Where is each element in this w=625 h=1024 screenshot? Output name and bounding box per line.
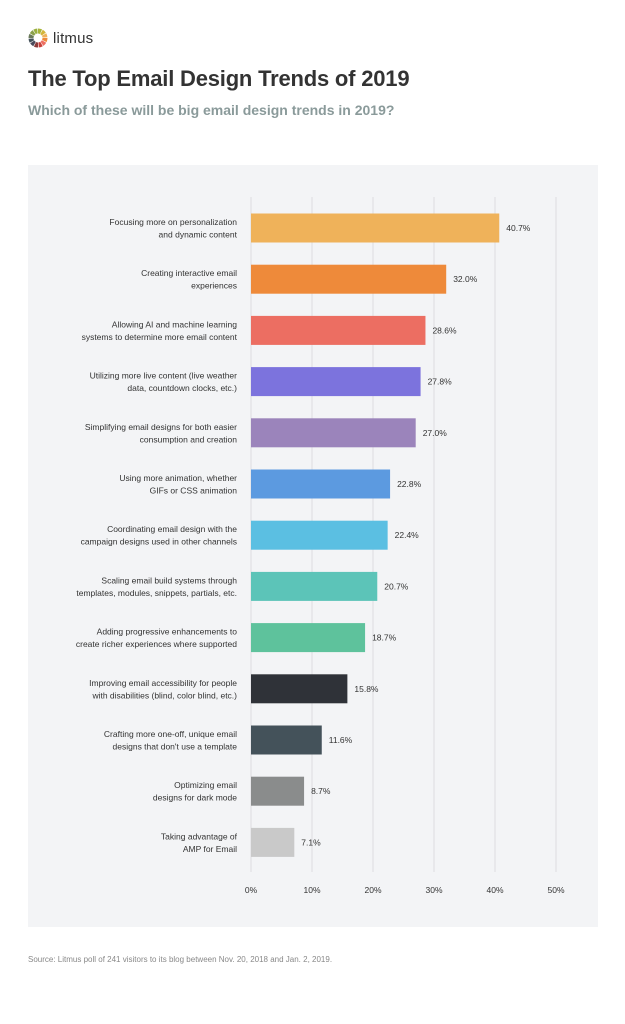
category-label: Simplifying email designs for both easie…	[85, 422, 237, 432]
bar	[251, 469, 391, 499]
value-label: 11.6%	[329, 735, 353, 745]
value-label: 32.0%	[453, 274, 478, 284]
bar	[251, 725, 322, 755]
source-note: Source: Litmus poll of 241 visitors to i…	[28, 955, 333, 964]
category-label: consumption and creation	[140, 434, 238, 444]
value-label: 7.1%	[301, 837, 321, 847]
category-label: designs for dark mode	[153, 793, 237, 803]
bar	[251, 418, 416, 448]
bar	[251, 520, 388, 550]
category-label: Crafting more one-off, unique email	[104, 729, 237, 739]
category-label: campaign designs used in other channels	[81, 537, 237, 547]
bar	[251, 315, 426, 345]
category-label: create richer experiences where supporte…	[76, 639, 237, 649]
logo-segment	[33, 42, 38, 48]
logo-segment	[29, 30, 36, 36]
category-label: Taking advantage of	[161, 831, 238, 841]
value-label: 40.7%	[506, 223, 531, 233]
category-label: data, countdown clocks, etc.)	[127, 383, 237, 393]
category-label: Creating interactive email	[141, 268, 237, 278]
bar	[251, 571, 378, 601]
value-label: 27.8%	[428, 377, 453, 387]
bar	[251, 367, 421, 397]
x-tick-label: 50%	[547, 885, 564, 895]
logo-segment	[40, 40, 47, 46]
value-label: 22.4%	[395, 530, 420, 540]
category-label: Optimizing email	[174, 780, 237, 790]
category-label: experiences	[191, 281, 237, 291]
value-label: 18.7%	[372, 633, 397, 643]
value-label: 15.8%	[354, 684, 379, 694]
category-label: Coordinating email design with the	[107, 524, 237, 534]
x-tick-label: 20%	[364, 885, 381, 895]
value-label: 22.8%	[397, 479, 422, 489]
category-label: Adding progressive enhancements to	[97, 627, 238, 637]
value-label: 28.6%	[432, 325, 457, 335]
bar	[251, 776, 305, 806]
category-label: designs that don't use a template	[113, 742, 238, 752]
category-label: and dynamic content	[159, 230, 238, 240]
category-label: templates, modules, snippets, partials, …	[76, 588, 237, 598]
category-label: Using more animation, whether	[119, 473, 237, 483]
x-tick-label: 40%	[486, 885, 503, 895]
logo-segment	[30, 40, 36, 47]
litmus-logo: litmus	[28, 28, 93, 48]
x-tick-label: 0%	[245, 885, 258, 895]
logo-segment	[28, 38, 35, 43]
page-title: The Top Email Design Trends of 2019	[28, 66, 410, 91]
logo-segment	[38, 41, 43, 48]
logo-segment	[38, 28, 43, 34]
logo-segment	[33, 28, 38, 35]
logo-segment	[28, 33, 34, 38]
logo-segment	[40, 29, 46, 36]
logo-text: litmus	[53, 29, 94, 47]
category-label: AMP for Email	[183, 844, 237, 854]
category-label: Allowing AI and machine learning	[112, 319, 237, 329]
category-label: systems to determine more email content	[82, 332, 238, 342]
logo-segment	[42, 38, 48, 43]
bar	[251, 264, 447, 294]
category-label: Utilizing more live content (live weathe…	[90, 371, 238, 381]
bar	[251, 213, 500, 243]
bar	[251, 827, 295, 857]
category-label: Focusing more on personalization	[109, 217, 237, 227]
x-tick-label: 30%	[425, 885, 442, 895]
x-tick-label: 10%	[303, 885, 320, 895]
category-label: with disabilities (blind, color blind, e…	[91, 690, 237, 700]
value-label: 8.7%	[311, 786, 331, 796]
category-label: Improving email accessibility for people	[89, 678, 237, 688]
category-label: Scaling email build systems through	[101, 575, 237, 585]
page-subtitle: Which of these will be big email design …	[28, 102, 395, 118]
value-label: 20.7%	[384, 581, 409, 591]
category-label: GIFs or CSS animation	[150, 486, 238, 496]
bar	[251, 623, 366, 653]
value-label: 27.0%	[423, 428, 448, 438]
litmus-logo-icon	[28, 28, 48, 48]
logo-segment	[41, 33, 48, 38]
bar	[251, 674, 348, 704]
